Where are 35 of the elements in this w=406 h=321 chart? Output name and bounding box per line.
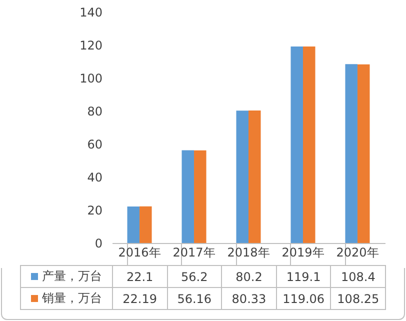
bar	[345, 64, 358, 243]
bar	[140, 206, 152, 243]
y-tick-label: 0	[94, 236, 102, 250]
y-tick-label: 20	[87, 204, 102, 218]
x-tick-label: 2016年	[118, 246, 161, 260]
legend-label: 销量，万台	[20, 288, 112, 310]
y-tick-label: 40	[87, 170, 102, 184]
x-tick-label: 2018年	[227, 246, 270, 260]
data-label: 56.16	[167, 288, 222, 310]
bar	[357, 64, 370, 243]
data-label: 56.2	[167, 266, 222, 288]
bar	[236, 110, 248, 243]
x-tick-label: 2020年	[336, 246, 379, 260]
y-tick-label: 60	[87, 138, 102, 152]
data-label: 22.19	[112, 288, 168, 310]
bar	[248, 110, 261, 243]
y-tick-label: 100	[80, 72, 102, 86]
y-tick-label: 120	[80, 38, 102, 52]
x-tick-label: 2019年	[282, 246, 324, 260]
bar	[127, 206, 140, 243]
y-tick-label: 80	[87, 104, 102, 118]
bar	[194, 150, 206, 243]
bar	[302, 46, 316, 243]
x-tick-label: 2017年	[172, 246, 216, 260]
data-label: 108.4	[330, 266, 386, 288]
bar	[290, 46, 303, 243]
data-label: 80.2	[222, 266, 276, 288]
y-tick-label: 140	[80, 6, 102, 20]
data-label: 119.1	[276, 266, 331, 288]
data-label: 108.25	[330, 288, 386, 310]
legend-label: 产量，万台	[20, 266, 112, 288]
data-label: 22.1	[112, 266, 168, 288]
data-label: 80.33	[222, 288, 276, 310]
bar	[182, 150, 194, 243]
data-label: 119.06	[276, 288, 331, 310]
